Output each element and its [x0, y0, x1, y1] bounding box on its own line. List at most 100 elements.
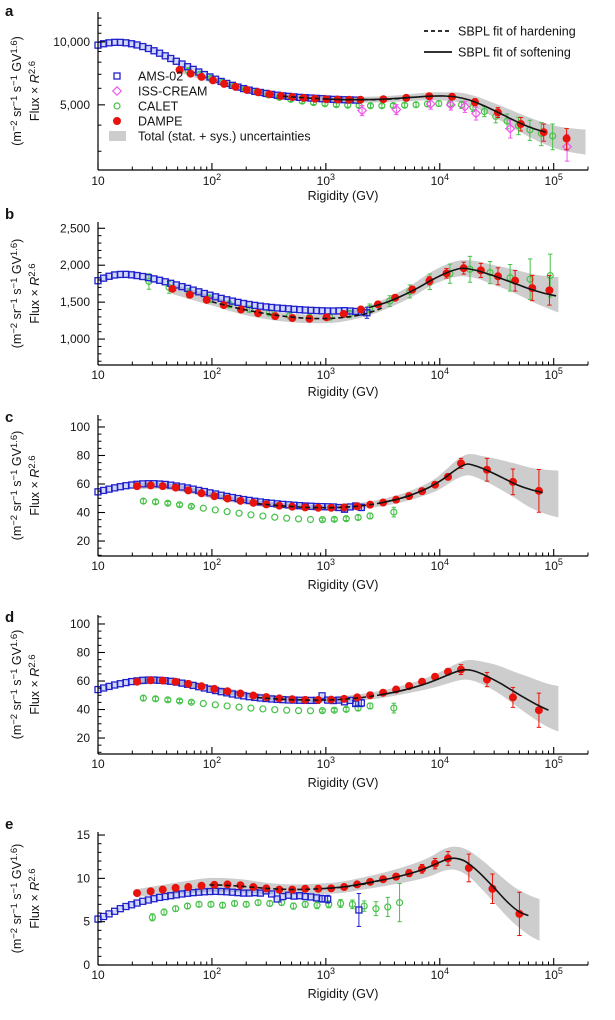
y-tick-label: 80 — [77, 448, 91, 462]
marker-circle-open — [486, 268, 494, 277]
marker-circle-open — [266, 899, 274, 908]
marker-square — [324, 895, 332, 903]
marker-circle-open — [271, 706, 279, 714]
y-axis-title-line1: Flux × R2.6 — [27, 61, 42, 121]
marker-circle-open — [348, 900, 356, 908]
marker-circle-filled — [545, 286, 554, 295]
marker-circle-filled — [184, 883, 193, 892]
x-tick-label: 105 — [545, 755, 563, 771]
marker-circle-open — [175, 697, 184, 705]
panel-b: 10 102 103 104 105 1,000 1,500 2,000 2,500 Rigidi… — [0, 205, 615, 410]
y-axis-title-line1: Flux × R2.6 — [27, 868, 42, 928]
marker-circle-open — [172, 905, 180, 913]
fit-legend-label: SBPL fit of softening — [458, 46, 571, 60]
marker-circle-filled — [508, 693, 517, 702]
chart-panel-e: 10 102 103 104 105 0 5 10 15 Rigidity (GV) Flux × … — [5, 816, 589, 1001]
marker-circle-open — [336, 899, 345, 908]
total-uncertainty-band — [137, 659, 559, 732]
marker-circle-filled — [444, 472, 453, 481]
marker-circle-open — [330, 515, 338, 523]
y-tick-label: 1,500 — [60, 295, 90, 309]
marker-circle-filled — [184, 486, 193, 495]
legend-label: AMS-02 — [138, 70, 183, 84]
y-axis-title-line1: Flux × R2.6 — [27, 263, 42, 323]
marker-circle-open — [301, 900, 309, 908]
fit-line-solid — [381, 668, 549, 711]
marker-circle-open — [435, 99, 443, 108]
marker-circle-open — [218, 901, 227, 909]
marker-circle-open — [164, 696, 172, 704]
marker-circle-open — [148, 913, 156, 921]
marker-circle-open — [294, 515, 303, 523]
marker-circle-filled — [146, 676, 155, 685]
marker-circle-open — [289, 902, 298, 910]
y-tick-label: 15 — [77, 828, 91, 842]
marker-circle-open — [223, 508, 231, 516]
marker-circle-open — [283, 706, 291, 714]
y-axis-title-line2: (m−2 sr−1 s−1 GV1.6) — [9, 630, 24, 740]
marker-circle-filled — [254, 88, 263, 97]
y-tick-label: 5 — [83, 915, 90, 929]
legend-label: Total (stat. + sys.) uncertainties — [138, 130, 311, 144]
axes: 10 102 103 104 105 5,000 10,000 — [53, 12, 589, 188]
x-tick-label: 10 — [91, 559, 105, 573]
x-tick-label: 104 — [431, 557, 449, 573]
marker-circle-filled — [158, 676, 167, 685]
marker-circle-filled — [197, 489, 206, 498]
legend-label: DAMPE — [138, 115, 182, 129]
marker-circle-filled — [186, 69, 195, 78]
marker-circle-filled — [175, 65, 184, 74]
marker-circle-open — [372, 905, 380, 913]
total-uncertainty-band — [172, 260, 559, 324]
x-tick-label: 104 — [431, 755, 449, 771]
marker-circle-open — [294, 707, 303, 715]
marker-circle-open — [151, 695, 160, 703]
marker-circle-filled — [197, 72, 206, 81]
y-tick-label: 60 — [77, 477, 91, 491]
marker-diamond — [445, 99, 456, 110]
marker-circle-open — [318, 516, 326, 524]
marker-circle-filled — [184, 679, 193, 688]
marker-circle-open — [366, 512, 374, 520]
x-tick-label: 102 — [203, 755, 221, 771]
marker-circle-open — [211, 701, 219, 709]
x-tick-label: 104 — [431, 966, 449, 982]
x-tick-label: 102 — [203, 172, 221, 188]
marker-circle-open — [549, 132, 557, 140]
y-tick-label: 5,000 — [60, 98, 90, 112]
marker-circle-open — [195, 900, 203, 908]
series-calet — [148, 883, 404, 923]
marker-circle-filled — [534, 706, 543, 715]
marker-circle-filled — [242, 85, 251, 94]
y-tick-label: 2,000 — [60, 258, 90, 272]
marker-circle-filled — [223, 687, 232, 696]
marker-circle-open — [366, 102, 375, 110]
marker-circle-open — [306, 707, 315, 715]
x-axis-title: Rigidity (GV) — [308, 385, 379, 399]
marker-circle-open — [199, 504, 207, 512]
panel-d: 10 102 103 104 105 20 40 60 80 100 Rigidity (GV) Fl… — [0, 610, 615, 815]
fit-line-solid — [325, 857, 529, 917]
marker-circle-open — [199, 699, 207, 708]
y-tick-label: 2,500 — [60, 221, 90, 235]
marker-circle-open — [259, 705, 267, 713]
x-axis-title: Rigidity (GV) — [308, 987, 379, 1001]
marker-diamond — [562, 141, 573, 152]
marker-circle-filled — [113, 117, 121, 125]
marker-circle-filled — [133, 889, 142, 898]
marker-circle-filled — [171, 677, 180, 686]
marker-circle-filled — [339, 309, 348, 318]
panel-letter-a: a — [5, 3, 14, 20]
marker-circle-open — [207, 900, 215, 908]
marker-circle-open — [187, 502, 195, 510]
x-tick-label: 105 — [545, 366, 563, 382]
marker-square — [113, 72, 121, 80]
fit-legend-label: SBPL fit of hardening — [458, 25, 576, 39]
marker-circle-filled — [197, 881, 206, 890]
marker-circle-open — [245, 305, 253, 313]
x-axis-title: Rigidity (GV) — [308, 776, 379, 790]
marker-circle-filled — [220, 79, 229, 88]
axes: 10 102 103 104 105 1,000 1,500 2,000 2,500 — [60, 221, 589, 382]
